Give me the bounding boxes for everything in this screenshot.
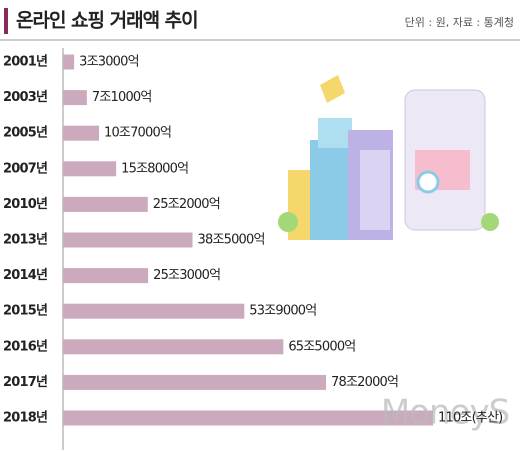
y-tick-label: 2013년 (3, 233, 47, 248)
data-label: 10조7000억 (104, 126, 171, 141)
y-tick-label: 2003년 (3, 90, 47, 105)
data-label: 38조5000억 (198, 233, 265, 248)
data-label: 25조2000억 (153, 197, 220, 212)
y-tick-label: 2018년 (3, 411, 47, 426)
bar (63, 410, 433, 426)
y-tick-label: 2001년 (3, 55, 47, 70)
chart-subtitle: 단위 : 원, 자료 : 통계청 (405, 16, 514, 29)
illustration (278, 75, 499, 240)
y-tick-label: 2007년 (3, 161, 47, 176)
data-label: 3조3000억 (79, 55, 139, 70)
y-tick-label: 2010년 (3, 197, 47, 212)
bar (63, 90, 87, 106)
y-tick-label: 2017년 (3, 375, 47, 390)
y-tick-label: 2005년 (3, 126, 47, 141)
y-tick-label: 2015년 (3, 304, 47, 319)
data-label: 25조3000억 (153, 268, 220, 283)
bar (63, 161, 117, 177)
data-label: 53조9000억 (249, 304, 316, 319)
chart-title: 온라인 쇼핑 거래액 추이 (16, 10, 198, 32)
data-label: 15조8000억 (121, 161, 188, 176)
bar (63, 54, 75, 70)
watermark: MoneyS (381, 393, 509, 433)
bar (63, 339, 284, 355)
data-label: 65조5000억 (288, 339, 355, 354)
bar (63, 196, 148, 212)
bar (63, 303, 245, 319)
data-label: 110조(추산) (438, 411, 502, 426)
bar (63, 374, 327, 390)
title-accent (4, 8, 8, 34)
y-tick-label: 2016년 (3, 339, 47, 354)
bar (63, 125, 99, 141)
data-label: 78조2000억 (331, 375, 398, 390)
bar (63, 268, 149, 284)
y-tick-label: 2014년 (3, 268, 47, 283)
data-label: 7조1000억 (92, 90, 152, 105)
bar (63, 232, 193, 248)
